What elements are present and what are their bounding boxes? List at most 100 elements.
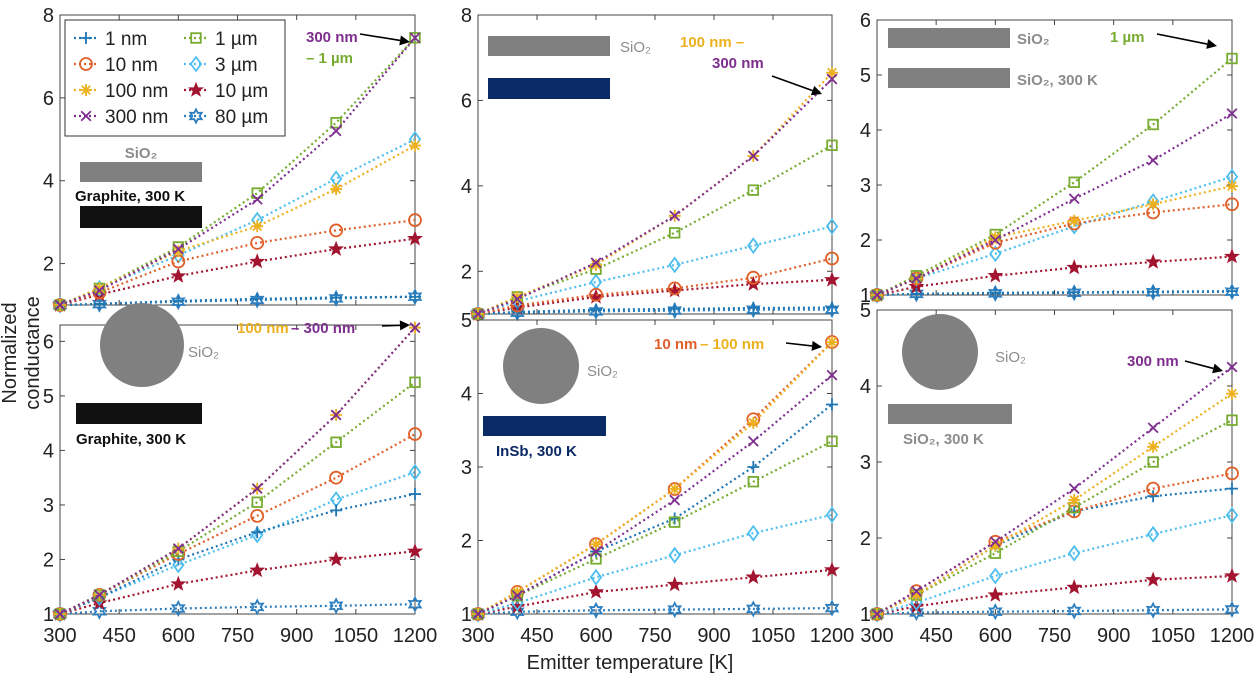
series-line-300nm bbox=[59, 326, 416, 615]
x-tick-label: 1200 bbox=[1210, 625, 1255, 647]
x-tick-label: 300 bbox=[860, 625, 893, 647]
data-point bbox=[826, 139, 838, 151]
legend-item: 10 µm bbox=[184, 81, 268, 102]
receiver-slab bbox=[483, 416, 606, 436]
annotation-arrow bbox=[771, 75, 813, 92]
data-point bbox=[330, 409, 342, 421]
annotation-emitter-label: SiO₂ bbox=[995, 349, 1026, 366]
data-point bbox=[588, 288, 604, 304]
data-point bbox=[249, 291, 265, 309]
data-point bbox=[668, 516, 681, 528]
data-point bbox=[747, 475, 760, 488]
data-point bbox=[824, 301, 840, 319]
annotation-emitter-label: SiO₂ bbox=[587, 363, 618, 380]
data-point bbox=[1226, 387, 1238, 400]
y-tick-label: 6 bbox=[43, 331, 54, 353]
data-point bbox=[1145, 571, 1162, 587]
data-point bbox=[170, 575, 187, 591]
annotation-callout: 300 nm bbox=[712, 55, 764, 72]
series-line-300nm bbox=[477, 374, 833, 615]
legend-marker bbox=[190, 32, 202, 44]
data-point bbox=[330, 125, 342, 137]
legend-label: 300 nm bbox=[105, 107, 168, 128]
y-tick-label: 6 bbox=[43, 88, 54, 110]
data-point bbox=[668, 227, 681, 239]
data-point bbox=[409, 322, 421, 334]
series-line-1µm bbox=[876, 419, 1233, 615]
y-tick-label: 1 bbox=[860, 604, 871, 626]
data-point bbox=[989, 539, 1002, 552]
data-point bbox=[250, 235, 265, 250]
data-point bbox=[1145, 601, 1161, 619]
data-point bbox=[170, 267, 187, 283]
data-point bbox=[409, 32, 421, 44]
data-point bbox=[1147, 118, 1159, 131]
annotation-emitter-label: SiO₂ bbox=[125, 145, 158, 162]
data-point bbox=[989, 286, 1002, 299]
y-tick-label: 8 bbox=[43, 5, 54, 27]
data-point bbox=[989, 567, 1002, 585]
series-line-3µm bbox=[59, 471, 416, 616]
data-point bbox=[94, 285, 105, 296]
y-tick-label: 4 bbox=[461, 384, 472, 406]
legend-label: 1 µm bbox=[215, 29, 258, 50]
annotation-callout: 300 nm bbox=[1127, 353, 1179, 370]
series-line-100nm bbox=[876, 392, 1233, 615]
y-tick-label: 4 bbox=[43, 440, 54, 462]
data-point bbox=[667, 302, 683, 320]
series-line-100nm bbox=[477, 341, 833, 615]
sphere-emitter-icon bbox=[100, 303, 184, 387]
series-line-10nm bbox=[876, 203, 1233, 297]
data-point bbox=[251, 292, 264, 305]
y-tick-label: 2 bbox=[461, 531, 472, 553]
data-point bbox=[409, 32, 421, 44]
data-point bbox=[1066, 602, 1082, 620]
data-point bbox=[589, 287, 603, 302]
data-point bbox=[1226, 482, 1238, 495]
legend-marker bbox=[80, 110, 92, 122]
series-line-10µm bbox=[876, 255, 1233, 297]
legend-item: 3 µm bbox=[184, 55, 258, 76]
y-tick-label: 4 bbox=[860, 376, 871, 398]
series-line-1µm bbox=[876, 57, 1233, 296]
series-line-1µm bbox=[477, 440, 833, 615]
data-point bbox=[170, 599, 186, 618]
series-line-10nm bbox=[876, 472, 1233, 615]
annotation-callout: – 1 µm bbox=[306, 50, 353, 67]
y-tick-label: 1 bbox=[461, 604, 472, 626]
data-point bbox=[871, 608, 883, 620]
data-point bbox=[1226, 361, 1238, 373]
x-tick-label: 300 bbox=[461, 625, 494, 647]
data-point bbox=[408, 463, 422, 481]
data-point bbox=[1147, 285, 1160, 298]
x-tick-label: 750 bbox=[221, 625, 254, 647]
arrow-head bbox=[399, 320, 410, 331]
sphere-emitter-icon bbox=[902, 314, 978, 390]
data-point bbox=[590, 538, 602, 551]
data-point bbox=[747, 524, 760, 542]
data-point bbox=[826, 435, 838, 447]
annotation-callout: – 300 nm bbox=[291, 320, 355, 337]
data-point bbox=[590, 258, 602, 271]
data-point bbox=[825, 506, 839, 524]
data-point bbox=[472, 608, 484, 620]
data-point bbox=[747, 416, 760, 429]
sio2-slab bbox=[80, 162, 202, 182]
data-point bbox=[666, 282, 683, 298]
legend-label: 3 µm bbox=[215, 55, 258, 76]
legend-marker bbox=[80, 84, 92, 96]
data-point bbox=[329, 223, 344, 238]
data-point bbox=[667, 281, 682, 296]
annotation-receiver-label: InSb, 300 K bbox=[496, 443, 577, 460]
data-point bbox=[1146, 525, 1160, 543]
data-point bbox=[92, 295, 107, 313]
x-tick-label: 1050 bbox=[1151, 625, 1196, 647]
data-point bbox=[407, 542, 423, 559]
data-point bbox=[667, 601, 683, 619]
data-point bbox=[1226, 180, 1238, 193]
data-point bbox=[1068, 214, 1081, 227]
panel-bottom-middle: 1 2 3 4 5 300 450 600 750 900 1050 1200 SiO₂ InSb, 30… bbox=[461, 310, 854, 647]
series-line-100nm bbox=[477, 71, 833, 316]
data-point bbox=[668, 302, 681, 315]
y-tick-label: 2 bbox=[860, 230, 871, 252]
